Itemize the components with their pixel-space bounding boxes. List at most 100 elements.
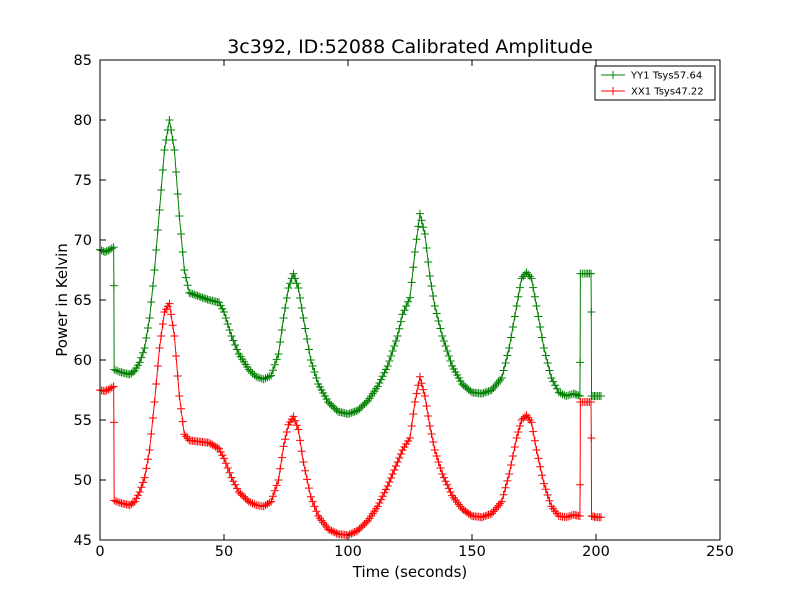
series-0-point-91 (246, 367, 255, 376)
series-1-point-53 (181, 432, 190, 441)
series-0-point-292 (587, 308, 596, 316)
x-tick-label-5: 250 (706, 544, 734, 560)
series-0-point-98 (259, 375, 268, 384)
series-1-point-139 (330, 528, 339, 537)
series-1-point-140 (332, 529, 341, 538)
series-1-point-154 (355, 524, 364, 533)
series-1-point-101 (265, 498, 274, 507)
series-0-point-171 (383, 362, 392, 370)
series-1-point-251 (519, 414, 528, 423)
series-1-point-168 (378, 492, 387, 501)
series-1-point-136 (325, 526, 334, 534)
series-1-point-186 (409, 410, 418, 418)
series-1-point-105 (272, 481, 281, 490)
series-0-point-150 (348, 408, 357, 417)
series-0-point-105 (272, 355, 281, 364)
series-0-point-168 (378, 372, 387, 381)
series-0-point-201 (434, 317, 443, 325)
series-0-point-25 (135, 358, 144, 367)
series-1-point-239 (497, 497, 506, 506)
series-1-point-276 (564, 512, 573, 521)
series-0-point-36 (153, 226, 162, 234)
series-0-point-127 (310, 368, 319, 376)
series-0-point-179 (396, 317, 405, 326)
series-0-point-259 (532, 302, 541, 310)
series-0-point-157 (360, 400, 369, 408)
series-0-point-95 (254, 373, 263, 382)
series-1-point-173 (386, 474, 395, 482)
series-1-point-237 (494, 501, 503, 510)
series-0-point-183 (404, 297, 413, 306)
series-1-point-137 (327, 526, 336, 535)
series-0-point-265 (543, 359, 552, 367)
series-1-point-123 (303, 475, 312, 484)
series-1-point-170 (382, 485, 391, 494)
series-0-point-125 (306, 356, 315, 364)
series-1-point-35 (152, 380, 161, 388)
series-0-point-191 (417, 216, 426, 225)
series-1-point-45 (168, 321, 177, 330)
series-0-point-284 (576, 358, 585, 367)
series-0-point-83 (233, 345, 242, 354)
series-1-point-193 (420, 392, 429, 400)
series-0-point-54 (183, 281, 192, 290)
series-0-point-8 (109, 243, 118, 252)
series-0-point-79 (225, 326, 234, 334)
series-0-point-10 (110, 365, 119, 374)
series-1-point-265 (543, 491, 552, 499)
series-1-point-190 (415, 372, 424, 381)
series-0-point-111 (282, 294, 291, 302)
series-1-point-44 (167, 310, 176, 319)
series-1-point-27 (138, 478, 147, 487)
series-0-point-56 (186, 289, 195, 298)
series-0-point-190 (415, 209, 424, 218)
series-0-point-47 (172, 168, 181, 176)
series-1-point-111 (282, 428, 291, 436)
series-0-point-270 (552, 384, 561, 393)
series-markers-1 (96, 299, 605, 540)
series-0-point-203 (438, 332, 447, 340)
series-0-point-260 (534, 312, 543, 321)
series-0-point-273 (558, 390, 567, 399)
series-1-point-166 (375, 499, 384, 507)
series-1-point-108 (277, 453, 286, 462)
series-0-point-65 (201, 294, 210, 303)
series-0-point-63 (198, 293, 207, 302)
series-1-point-80 (227, 473, 236, 482)
series-1-point-38 (157, 332, 166, 340)
series-1-point-93 (250, 500, 259, 509)
series-1-point-82 (231, 480, 240, 489)
series-0-point-207 (444, 352, 453, 360)
x-tick-label-2: 100 (334, 544, 362, 560)
series-1-point-260 (534, 454, 543, 463)
series-layer (96, 116, 605, 540)
series-1-point-52 (180, 430, 189, 439)
series-0-point-80 (227, 332, 236, 340)
series-0-point-51 (178, 248, 187, 256)
series-0-point-244 (507, 333, 516, 342)
series-1-point-8 (109, 382, 118, 391)
series-0-point-254 (524, 270, 533, 279)
series-1-point-46 (170, 332, 179, 340)
series-0-point-137 (327, 401, 336, 410)
series-0-point-258 (530, 292, 539, 301)
series-0-point-33 (148, 282, 157, 290)
series-1-point-156 (358, 521, 367, 530)
series-0-point-206 (443, 347, 452, 355)
series-0-point-38 (157, 186, 166, 194)
series-0-point-116 (291, 274, 300, 283)
series-1-point-31 (145, 446, 154, 454)
legend-marker-0 (609, 71, 617, 79)
series-1-point-47 (172, 352, 181, 360)
series-markers-0 (96, 116, 605, 418)
series-1-point-247 (512, 434, 521, 442)
series-0-point-202 (436, 324, 445, 333)
series-0-point-73 (215, 298, 224, 307)
series-1-point-43 (165, 299, 174, 308)
series-0-point-21 (129, 368, 138, 376)
series-0-point-271 (554, 388, 563, 397)
series-1-point-148 (345, 530, 354, 539)
series-1-point-175 (390, 466, 399, 474)
series-1-point-153 (353, 526, 362, 535)
series-1-point-242 (503, 476, 512, 485)
